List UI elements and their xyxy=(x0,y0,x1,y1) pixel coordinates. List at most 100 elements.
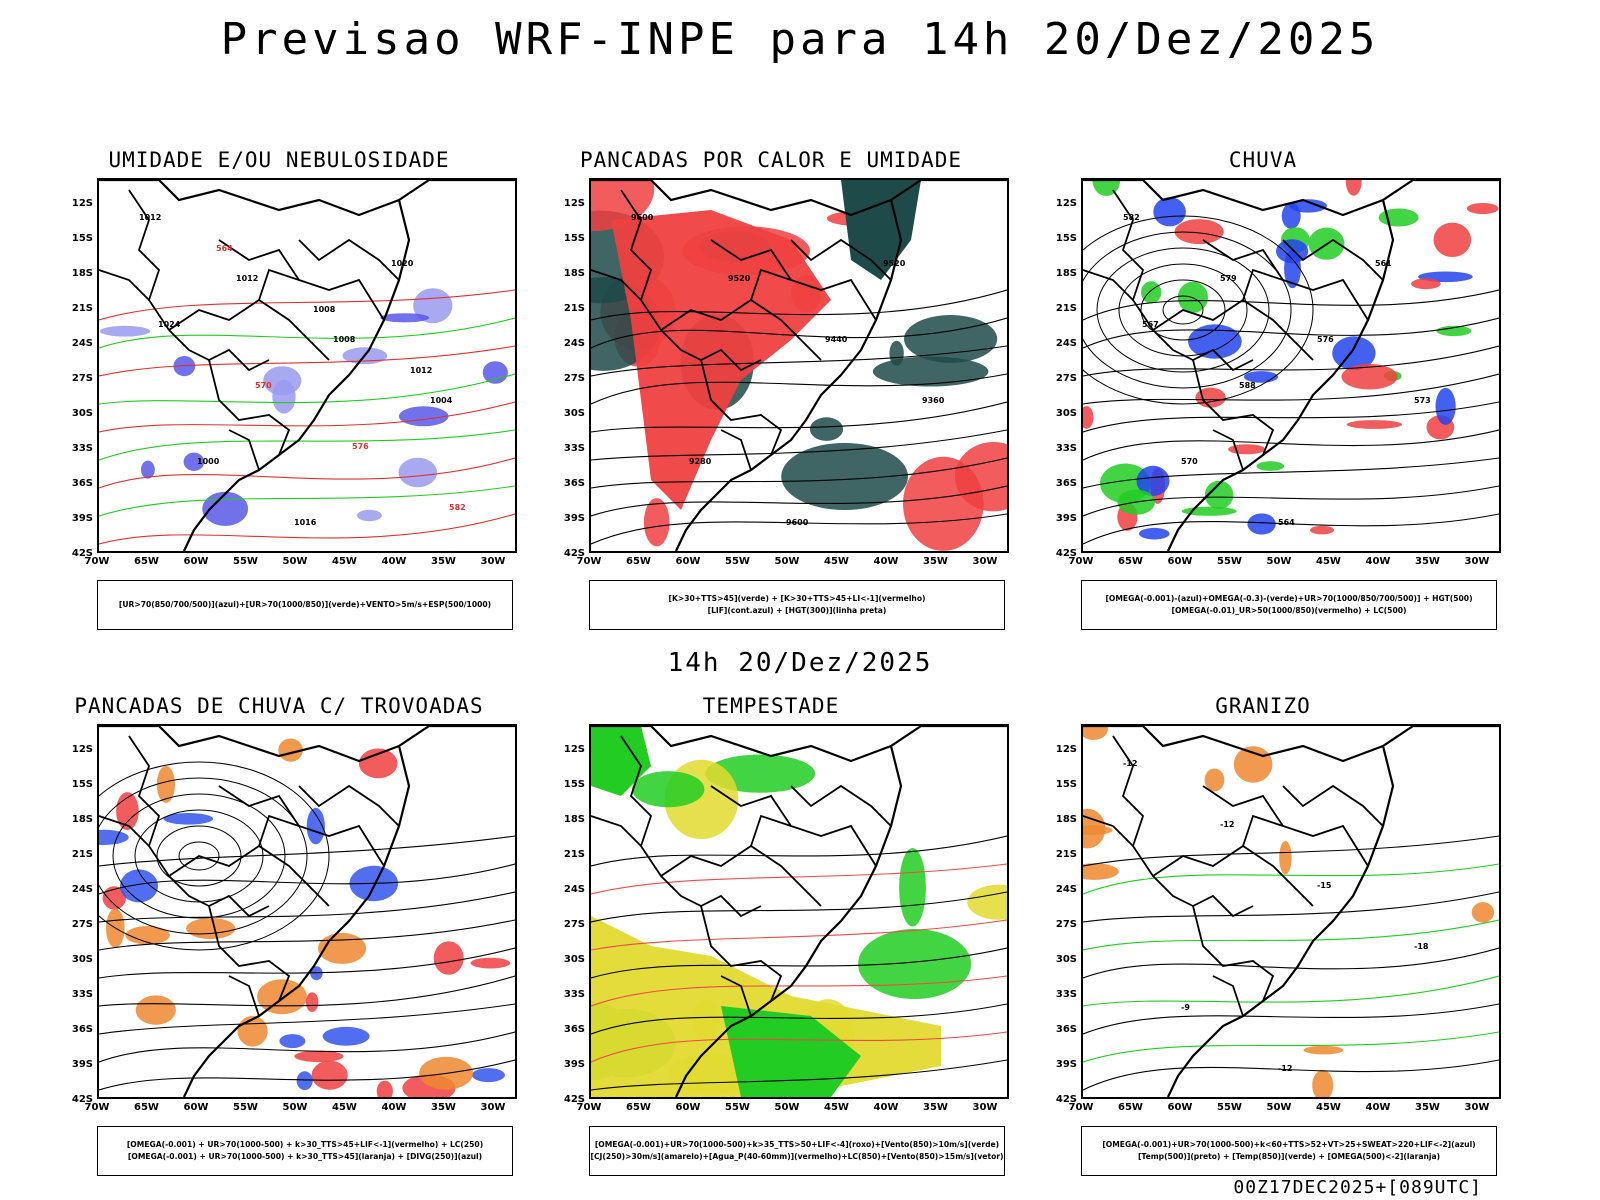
lon-label: 55W xyxy=(1217,556,1242,567)
border-line xyxy=(298,238,400,281)
lat-label: 12S xyxy=(71,744,93,755)
lon-label: 65W xyxy=(134,556,159,567)
lat-label: 30S xyxy=(563,954,585,965)
contour-line xyxy=(1083,947,1499,979)
legend-line: [UR>70(850/700/500)](azul)+[UR>70(1000/8… xyxy=(118,600,492,609)
border-line xyxy=(99,269,150,301)
shaded-region xyxy=(1284,249,1301,289)
lon-label: 70W xyxy=(84,556,110,567)
contour-line xyxy=(1083,373,1499,405)
lat-label: 30S xyxy=(563,408,585,419)
border-line xyxy=(790,238,892,281)
map-svg xyxy=(591,726,1007,1097)
contour-label: 1012 xyxy=(139,213,161,222)
lon-label: 45W xyxy=(332,556,357,567)
border-line xyxy=(720,975,752,1017)
contour-line xyxy=(99,345,515,377)
panel-title: GRANIZO xyxy=(1215,694,1311,718)
contour-line xyxy=(591,485,1007,517)
page-title: Previsao WRF-INPE para 14h 20/Dez/2025 xyxy=(220,14,1380,65)
panel-legend: [K>30+TTS>45](verde) + [K>30+TTS>45+LI<-… xyxy=(589,580,1005,630)
lat-label: 21S xyxy=(71,849,93,860)
contour-line xyxy=(591,373,1007,405)
lon-label: 55W xyxy=(233,1102,258,1113)
coastline xyxy=(1083,726,1499,1097)
lat-label: 27S xyxy=(71,919,93,930)
shaded-region xyxy=(1341,363,1398,390)
border-line xyxy=(790,784,892,827)
border-line xyxy=(700,905,783,1002)
shaded-region xyxy=(398,406,449,427)
lat-label: 36S xyxy=(563,478,585,489)
contour-line xyxy=(591,401,1007,433)
panel-title: CHUVA xyxy=(1228,148,1298,172)
border-line xyxy=(1212,429,1244,471)
shaded-region xyxy=(1083,726,1108,740)
shaded-region xyxy=(99,325,151,337)
shaded-region xyxy=(1188,324,1242,359)
contour-line xyxy=(591,513,1007,545)
streamline xyxy=(112,793,286,919)
shaded-region xyxy=(1378,208,1419,227)
contour-label: 576 xyxy=(352,442,369,451)
border-line xyxy=(591,269,642,301)
shaded-region xyxy=(278,738,303,762)
shaded-region xyxy=(482,361,508,384)
contour-label: 1008 xyxy=(313,305,336,314)
contour-line xyxy=(99,835,515,867)
contour-label: 564 xyxy=(1278,518,1295,527)
lat-label: 30S xyxy=(1055,954,1077,965)
lat-label: 12S xyxy=(71,198,93,209)
shaded-region xyxy=(1433,222,1472,257)
coastline xyxy=(1083,180,1499,551)
border-line xyxy=(1212,975,1244,1017)
shaded-region xyxy=(99,829,129,845)
shaded-region xyxy=(398,457,438,488)
shaded-region xyxy=(1346,420,1403,429)
lat-label: 39S xyxy=(1055,513,1077,524)
lat-label: 21S xyxy=(71,303,93,314)
contour-line xyxy=(1083,485,1499,517)
shaded-region xyxy=(296,1071,313,1091)
lat-label: 27S xyxy=(1055,373,1077,384)
contour-line xyxy=(99,429,515,461)
lon-label: 55W xyxy=(1217,1102,1242,1113)
lon-label: 40W xyxy=(1365,556,1391,567)
contour-line xyxy=(591,835,1007,867)
contour-label: 573 xyxy=(1414,396,1431,405)
shaded-region xyxy=(294,1050,344,1063)
shaded-region xyxy=(380,313,430,323)
shaded-region xyxy=(376,1080,393,1097)
border-line xyxy=(750,268,792,301)
contour-label: 1000 xyxy=(197,457,220,466)
contour-label: 9280 xyxy=(689,457,712,466)
lon-label: 50W xyxy=(1266,556,1292,567)
shaded-region xyxy=(135,995,176,1025)
lon-label: 60W xyxy=(1167,556,1193,567)
map-svg xyxy=(99,726,515,1097)
contour-line xyxy=(99,485,515,517)
lat-label: 15S xyxy=(1055,779,1077,790)
lat-label: 15S xyxy=(71,779,93,790)
lat-label: 27S xyxy=(563,919,585,930)
contour-label: -12 xyxy=(1220,820,1234,829)
lat-label: 27S xyxy=(563,373,585,384)
lon-label: 50W xyxy=(1266,1102,1292,1113)
contour-label: 1012 xyxy=(410,366,432,375)
lat-label: 30S xyxy=(71,954,93,965)
contour-label: 1012 xyxy=(236,274,258,283)
shaded-region xyxy=(643,498,670,547)
panel-pancadas-trovoadas: PANCADAS DE CHUVA C/ TROVOADAS 12S 15S 18S 2… xyxy=(59,694,549,1176)
shaded-region xyxy=(1174,219,1224,245)
border-line xyxy=(298,784,400,827)
lon-label: 30W xyxy=(480,1102,506,1113)
map-svg: -12 -12 -15 -18 -9 -12 xyxy=(1083,726,1499,1097)
border-line xyxy=(258,268,300,301)
contour-label: 567 xyxy=(1142,320,1159,329)
border-line xyxy=(720,429,752,471)
contour-line xyxy=(1083,289,1499,321)
panel-legend: [OMEGA(-0.001)+UR>70(1000-500)+k>35_TTS>… xyxy=(589,1126,1005,1176)
panel-title: PANCADAS POR CALOR E UMIDADE xyxy=(579,148,962,172)
shaded-region xyxy=(967,884,1007,920)
lon-label: 45W xyxy=(332,1102,357,1113)
